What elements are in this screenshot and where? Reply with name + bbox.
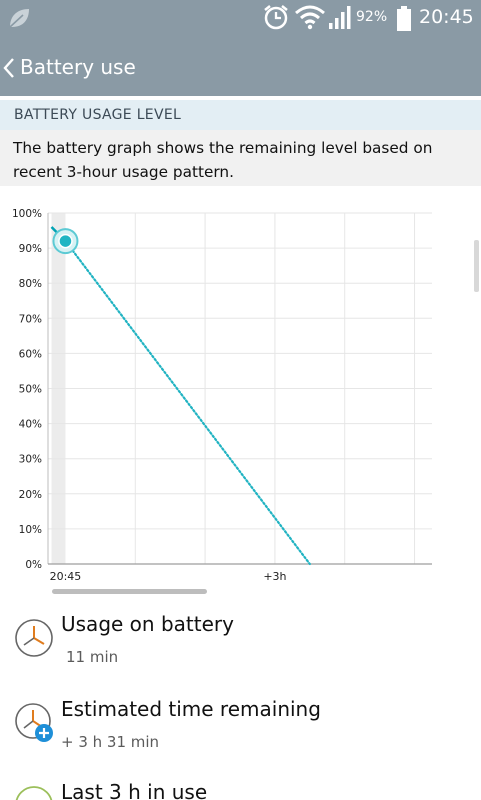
graph-description-text: The battery graph shows the remaining le… (13, 139, 433, 181)
graph-description: The battery graph shows the remaining le… (0, 130, 481, 186)
x-tick-label: 20:45 (50, 570, 82, 583)
battery-graph-panel: 100% 90% 80% 70% 60% 50% 40% 30% 20% 10% 0% 20:45 +3… (0, 186, 481, 596)
y-tick-label: 70% (19, 313, 42, 325)
estimated-time-remaining-item[interactable]: Estimated time remaining + 3 h 31 min (0, 697, 481, 777)
y-tick-label: 10% (19, 524, 42, 536)
y-tick-label: 40% (19, 419, 42, 431)
clock-plus-icon (14, 702, 54, 742)
y-tick-label: 80% (19, 278, 42, 290)
usage-on-battery-value: 11 min (66, 648, 119, 666)
y-tick-label: 100% (12, 208, 42, 220)
usage-on-battery-label: Usage on battery (61, 612, 234, 636)
clock-icon (14, 785, 54, 800)
edge-scroll-handle[interactable] (474, 240, 479, 292)
usage-on-battery-item[interactable]: Usage on battery 11 min (0, 612, 481, 692)
y-tick-label: 60% (19, 348, 42, 360)
status-clock: 20:45 (419, 6, 474, 28)
app-bar: Battery use (0, 36, 481, 96)
alarm-icon (262, 3, 290, 35)
y-tick-label: 20% (19, 489, 42, 501)
last-3h-in-use-item[interactable]: Last 3 h in use (0, 780, 481, 800)
battery-icon (396, 6, 412, 36)
section-header-label: BATTERY USAGE LEVEL (14, 107, 182, 123)
current-level-marker (58, 233, 73, 249)
leaf-icon (6, 5, 32, 31)
chevron-left-icon[interactable] (2, 56, 16, 84)
page-title[interactable]: Battery use (20, 55, 136, 79)
signal-icon (328, 6, 352, 34)
y-tick-label: 30% (19, 454, 42, 466)
projected-battery-line (64, 239, 311, 566)
x-tick-label: +3h (263, 570, 286, 583)
estimated-time-remaining-label: Estimated time remaining (61, 697, 321, 721)
chart-scrollbar[interactable] (52, 589, 207, 594)
estimated-time-remaining-value: + 3 h 31 min (61, 733, 160, 751)
wifi-icon (294, 4, 326, 34)
clock-icon (14, 618, 54, 658)
last-3h-in-use-label: Last 3 h in use (61, 780, 208, 800)
y-tick-label: 50% (19, 384, 42, 396)
status-bar: 92% 20:45 (0, 0, 481, 36)
y-tick-label: 0% (25, 559, 42, 571)
section-header: BATTERY USAGE LEVEL (0, 100, 481, 130)
battery-percent: 92% (356, 9, 388, 25)
y-tick-label: 90% (19, 243, 42, 255)
battery-level-chart: 100% 90% 80% 70% 60% 50% 40% 30% 20% 10% 0% 20:45 +3… (12, 208, 432, 594)
